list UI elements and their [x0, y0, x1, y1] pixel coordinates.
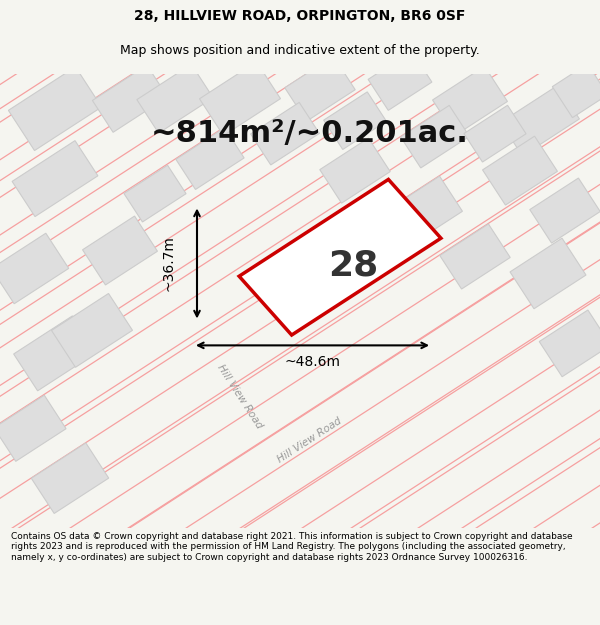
Polygon shape [200, 62, 280, 136]
Polygon shape [0, 395, 66, 461]
Polygon shape [323, 92, 386, 149]
Polygon shape [0, 233, 68, 304]
Text: Hill View Road: Hill View Road [276, 416, 344, 465]
Polygon shape [482, 136, 557, 205]
Polygon shape [401, 106, 469, 168]
Text: ~814m²/~0.201ac.: ~814m²/~0.201ac. [151, 119, 469, 148]
Polygon shape [464, 105, 526, 162]
Text: Hill View Road: Hill View Road [215, 362, 265, 430]
Polygon shape [251, 102, 319, 165]
Polygon shape [320, 138, 390, 203]
Polygon shape [285, 56, 355, 121]
Text: Map shows position and indicative extent of the property.: Map shows position and indicative extent… [120, 44, 480, 57]
Polygon shape [52, 294, 133, 368]
Polygon shape [12, 141, 98, 217]
Polygon shape [368, 51, 432, 111]
Polygon shape [239, 179, 441, 335]
Polygon shape [388, 176, 463, 245]
Polygon shape [14, 316, 97, 391]
Polygon shape [137, 64, 213, 133]
Polygon shape [83, 216, 157, 285]
Polygon shape [124, 165, 186, 222]
Polygon shape [553, 64, 600, 118]
Polygon shape [539, 310, 600, 377]
Text: 28, HILLVIEW ROAD, ORPINGTON, BR6 0SF: 28, HILLVIEW ROAD, ORPINGTON, BR6 0SF [134, 9, 466, 23]
Text: Contains OS data © Crown copyright and database right 2021. This information is : Contains OS data © Crown copyright and d… [11, 532, 572, 562]
Polygon shape [440, 224, 510, 289]
Polygon shape [500, 86, 580, 156]
Polygon shape [433, 66, 508, 135]
Polygon shape [176, 127, 244, 189]
Polygon shape [8, 67, 101, 151]
Polygon shape [510, 238, 586, 309]
Polygon shape [530, 178, 600, 243]
Polygon shape [31, 443, 109, 514]
Text: ~48.6m: ~48.6m [284, 356, 341, 369]
Text: ~36.7m: ~36.7m [162, 236, 176, 291]
Text: 28: 28 [328, 249, 378, 282]
Polygon shape [92, 65, 167, 132]
